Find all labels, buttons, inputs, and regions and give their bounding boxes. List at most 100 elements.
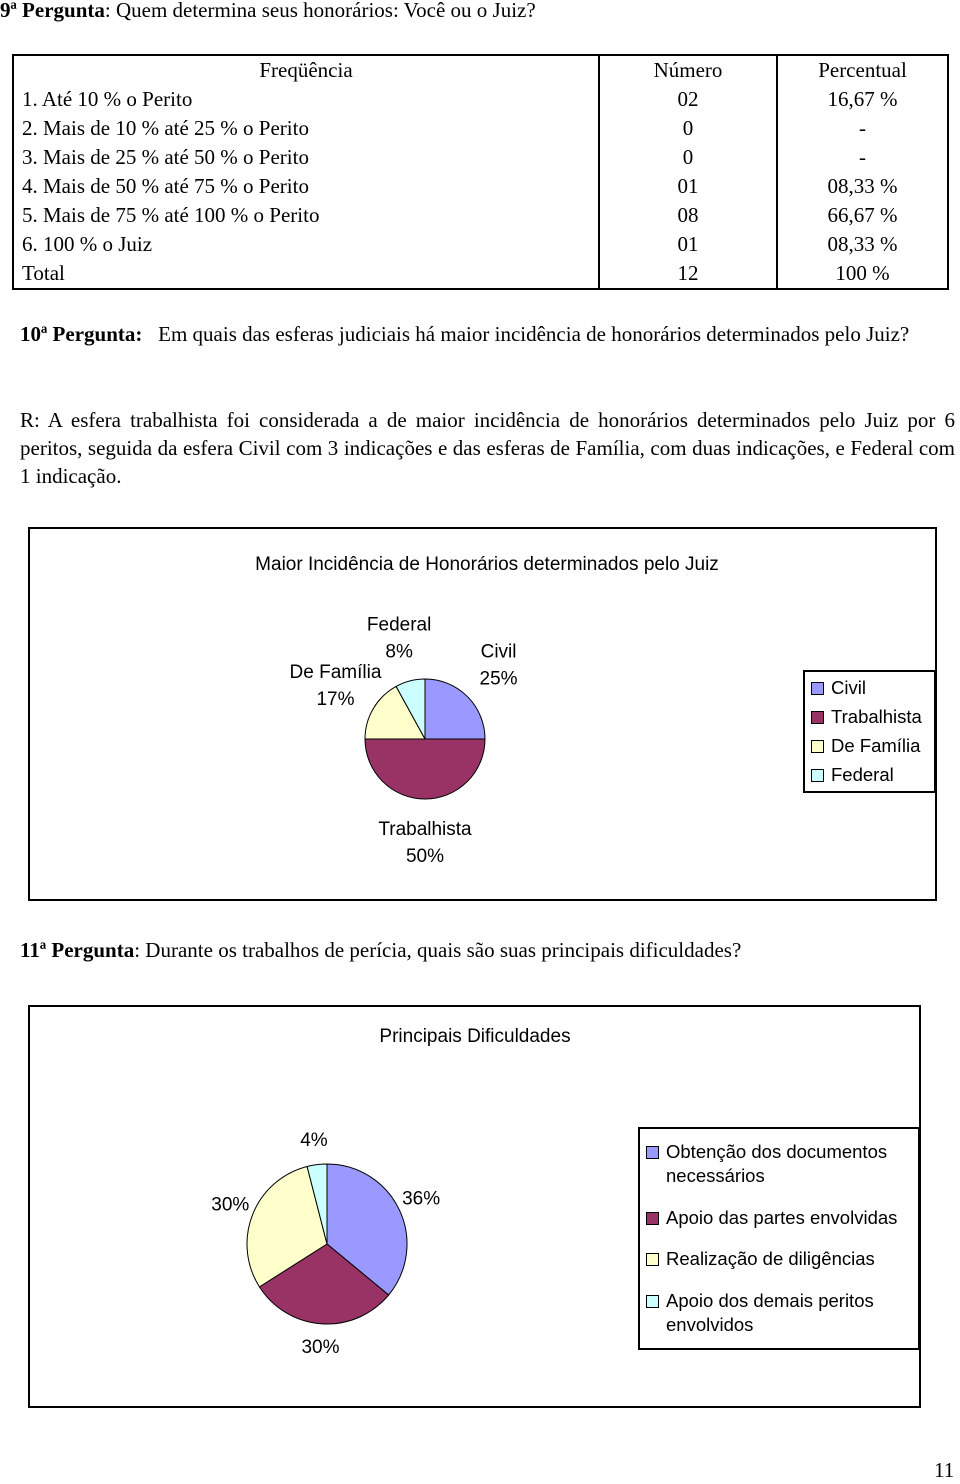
legend-swatch — [646, 1211, 659, 1225]
pie-slice — [424, 678, 486, 740]
pie-slice — [246, 1165, 328, 1288]
legend-label: De Família — [831, 734, 921, 756]
question-label: 10ª Pergunta: — [20, 322, 143, 346]
pie-slice — [326, 1163, 408, 1296]
slice-label: 30% — [301, 1337, 339, 1358]
slice-label: 4% — [300, 1130, 328, 1151]
legend-swatch — [811, 711, 824, 725]
slice-value: 50% — [406, 846, 444, 867]
frequency-table: Freqüência Número Percentual 1. Até 10 % o … — [12, 54, 949, 290]
slice-category: Federal — [367, 614, 431, 635]
slice-value: 36% — [402, 1189, 440, 1210]
answer-10: R: A esfera trabalhista foi considerada … — [20, 408, 955, 488]
table-cell: 0 — [598, 114, 777, 143]
table-row: 3. Mais de 25 % até 50 % o Perito 0- — [12, 143, 948, 172]
slice-category: De Família — [290, 662, 382, 683]
question-text: : Quem determina seus honorários: Você o… — [104, 0, 536, 22]
header-cell: Percentual — [776, 55, 948, 85]
legend-label: Obtenção dos documentos necessários — [666, 1140, 888, 1186]
slice-category: Civil — [481, 641, 517, 662]
slice-value: 8% — [385, 641, 413, 662]
table-cell: 08,33 % — [776, 230, 948, 259]
table-row: 5. Mais de 75 % até 100 % o Perito 08 66,6… — [12, 201, 948, 230]
chart-title: Maior Incidência de Honorários determina… — [255, 554, 719, 575]
slice-value: 30% — [211, 1195, 249, 1216]
legend-swatch — [811, 739, 824, 753]
table-cell: 66,67 % — [776, 201, 948, 230]
table-cell: 0 — [598, 143, 777, 172]
question-label: 9ª Pergunta — [0, 0, 105, 22]
header-cell: Número — [598, 55, 777, 85]
question-11: 11ª Pergunta: Durante os trabalhos de pe… — [20, 938, 741, 963]
legend-item: Realização de diligências — [644, 1247, 914, 1271]
legend-item: Federal — [809, 763, 930, 787]
table-cell: 100 % — [776, 259, 948, 289]
legend-swatch — [646, 1295, 659, 1309]
slice-value: 17% — [316, 689, 354, 710]
legend-item: Apoio das partes envolvidas — [644, 1206, 914, 1230]
table-row: 4. Mais de 50 % até 75 % o Perito 01 08,33… — [12, 172, 948, 201]
pie-slice — [258, 1243, 390, 1325]
question-text: Em quais das esferas judiciais há maior … — [158, 322, 910, 346]
legend-item: Trabalhista — [809, 705, 930, 729]
table-cell: 08,33 % — [776, 172, 948, 201]
slice-category: Trabalhista — [378, 819, 472, 840]
legend-item: De Família — [809, 734, 930, 758]
table-cell: Total — [12, 259, 599, 289]
pie-svg: Maior Incidência de Honorários determina… — [255, 554, 719, 867]
pie-slice — [364, 738, 486, 800]
slice-label: Federal 8% — [367, 614, 431, 662]
table-cell: - — [776, 114, 948, 143]
legend-label: Apoio dos demais peritos envolvidos — [666, 1290, 874, 1336]
table-cell: 6. 100 % o Juiz — [12, 230, 599, 259]
table-row: 2. Mais de 10 % até 25 % o Perito 0- — [12, 114, 948, 143]
pie-chart: Principais Dificuldades 36% 30% 30% 4% Obtenç… — [28, 1005, 921, 1408]
legend-label: Apoio das partes envolvidas — [666, 1206, 898, 1228]
pie-slice — [306, 1163, 328, 1245]
slice-label: De Família 17% — [290, 662, 382, 710]
table-cell: 3. Mais de 25 % até 50 % o Perito — [12, 143, 599, 172]
chart-title: Principais Dificuldades — [379, 1026, 570, 1047]
slice-label: 36% — [402, 1189, 440, 1210]
table-cell: 5. Mais de 75 % até 100 % o Perito — [12, 201, 599, 230]
table-cell: 08 — [598, 201, 777, 230]
table-cell: 2. Mais de 10 % até 25 % o Perito — [12, 114, 599, 143]
slice-value: 30% — [301, 1337, 339, 1358]
table-cell: 12 — [598, 259, 777, 289]
table-row: 1. Até 10 % o Perito 02 16,67 % — [12, 85, 948, 114]
slice-label: 30% — [211, 1195, 249, 1216]
legend: Civil Trabalhista De Família Federal — [803, 670, 936, 793]
table-cell: 16,67 % — [776, 85, 948, 114]
legend-item: Apoio dos demais peritos envolvidos — [644, 1289, 914, 1337]
question-text: : Durante os trabalhos de perícia, quais… — [134, 938, 742, 962]
table-cell: 02 — [598, 85, 777, 114]
legend-swatch — [646, 1145, 659, 1159]
question-label: 11ª Pergunta — [20, 938, 135, 962]
legend-label: Trabalhista — [831, 706, 922, 728]
slice-value: 4% — [300, 1130, 328, 1151]
legend-swatch — [811, 768, 824, 782]
table-cell: 1. Até 10 % o Perito — [12, 85, 599, 114]
legend-label: Federal — [831, 763, 894, 785]
legend-label: Civil — [831, 677, 866, 699]
header-cell: Freqüência — [12, 55, 599, 85]
pie-slice — [364, 685, 426, 740]
table-cell: 01 — [598, 172, 777, 201]
question-9: 9ª Pergunta: Quem determina seus honorár… — [0, 0, 536, 23]
table-row: 6. 100 % o Juiz 01 08,33 % — [12, 230, 948, 259]
slice-label: Trabalhista 50% — [378, 819, 472, 867]
legend-item: Civil — [809, 676, 930, 700]
legend-item: Obtenção dos documentos necessários — [644, 1140, 914, 1188]
question-10: 10ª Pergunta: Em quais das esferas judic… — [20, 320, 955, 348]
table-row: Total 12 100 % — [12, 259, 948, 289]
page-number: 11 — [934, 1458, 955, 1482]
table-cell: 4. Mais de 50 % até 75 % o Perito — [12, 172, 599, 201]
table-header: Freqüência Número Percentual — [12, 55, 948, 85]
legend-swatch — [811, 682, 824, 696]
legend: Obtenção dos documentos necessários Apoio… — [638, 1127, 920, 1350]
pie-svg: Principais Dificuldades 36% 30% 30% 4% — [211, 1026, 570, 1358]
pie-slice — [395, 678, 426, 740]
legend-swatch — [646, 1253, 659, 1267]
table-cell: - — [776, 143, 948, 172]
